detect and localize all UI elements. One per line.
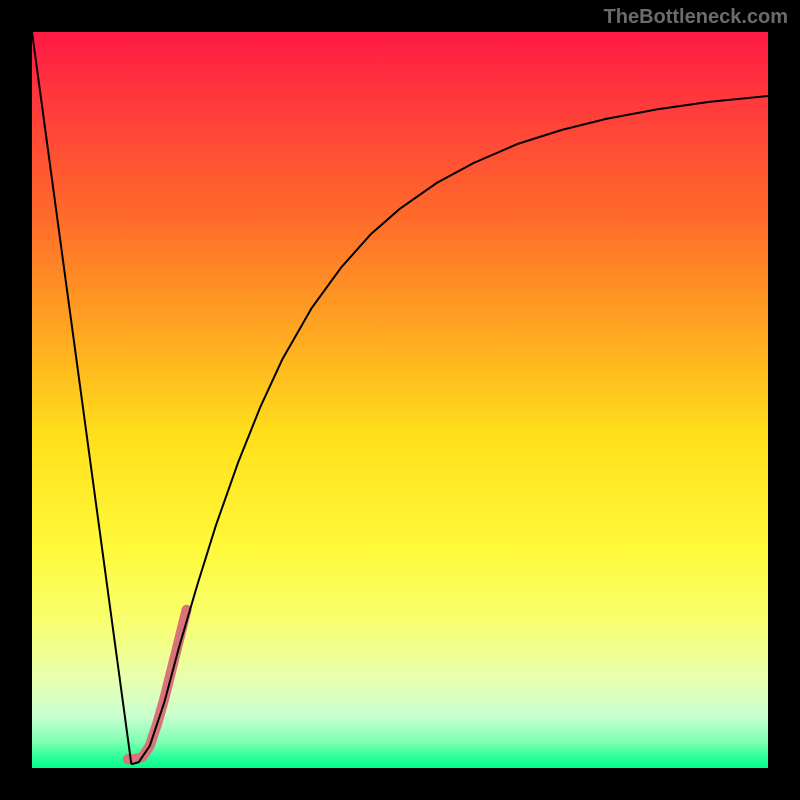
chart-container: TheBottleneck.com (0, 0, 800, 800)
plot-area (32, 32, 768, 768)
right-curve (131, 96, 768, 764)
left-line (32, 32, 131, 764)
watermark-text: TheBottleneck.com (604, 6, 788, 29)
highlight-segment (128, 610, 187, 759)
curves-svg (32, 32, 768, 768)
